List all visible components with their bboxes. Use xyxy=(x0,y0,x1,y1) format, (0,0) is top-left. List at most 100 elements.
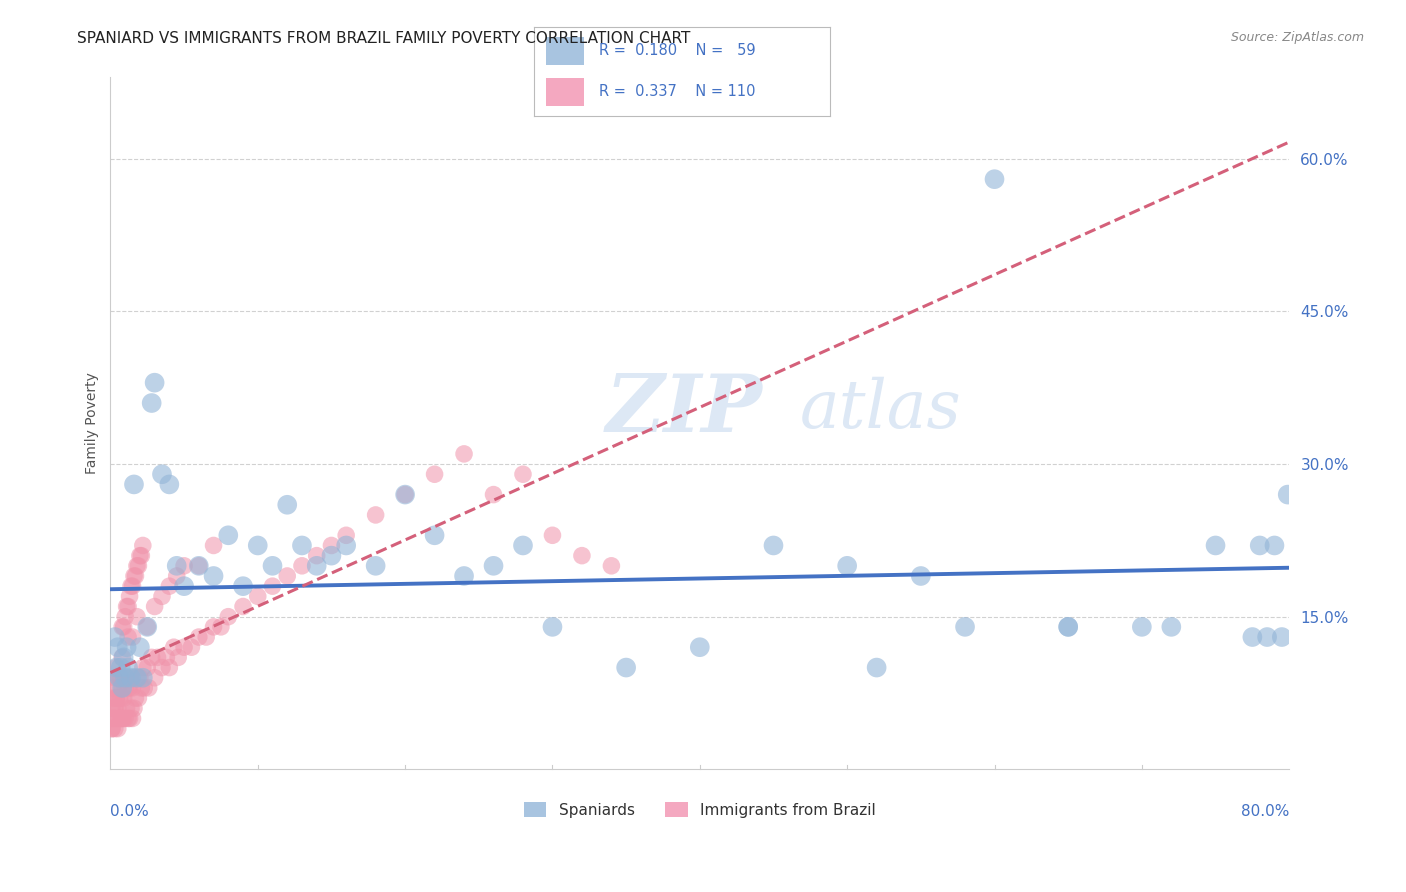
Point xyxy=(136,620,159,634)
Point xyxy=(1263,539,1285,553)
Point xyxy=(202,569,225,583)
Point xyxy=(394,487,416,501)
Point xyxy=(1130,620,1153,634)
Point xyxy=(195,630,218,644)
Point xyxy=(117,660,139,674)
Point xyxy=(112,711,135,725)
Point xyxy=(121,630,143,644)
Point xyxy=(321,549,343,563)
Point xyxy=(105,691,128,706)
Point xyxy=(108,671,131,685)
Legend: Spaniards, Immigrants from Brazil: Spaniards, Immigrants from Brazil xyxy=(517,796,882,824)
Point xyxy=(141,650,163,665)
Text: 0.0%: 0.0% xyxy=(111,804,149,819)
Point xyxy=(423,467,446,482)
Point xyxy=(112,650,135,665)
Point xyxy=(423,528,446,542)
Point xyxy=(110,660,132,674)
Point xyxy=(541,528,564,542)
Point xyxy=(118,711,141,725)
Point xyxy=(1277,487,1299,501)
Point xyxy=(128,671,150,685)
Point xyxy=(482,558,505,573)
Point xyxy=(117,630,139,644)
Point xyxy=(107,681,129,695)
Point xyxy=(125,609,148,624)
Point xyxy=(121,579,143,593)
Point xyxy=(110,671,132,685)
Point xyxy=(232,599,254,614)
Point xyxy=(155,650,177,665)
Point xyxy=(104,722,127,736)
Point xyxy=(217,609,239,624)
Point xyxy=(202,539,225,553)
Point xyxy=(335,539,357,553)
Text: 80.0%: 80.0% xyxy=(1241,804,1289,819)
Point xyxy=(101,722,124,736)
Point xyxy=(111,711,134,725)
Point xyxy=(108,711,131,725)
Point xyxy=(571,549,593,563)
Point xyxy=(166,569,188,583)
Point xyxy=(124,691,146,706)
Point xyxy=(104,630,127,644)
Point xyxy=(120,671,142,685)
Point xyxy=(614,660,637,674)
Point xyxy=(125,558,148,573)
Point xyxy=(124,569,146,583)
Point xyxy=(166,558,188,573)
Point xyxy=(364,558,387,573)
Point xyxy=(121,681,143,695)
Point xyxy=(143,599,166,614)
Point xyxy=(143,671,166,685)
Point xyxy=(157,477,180,491)
Point xyxy=(125,671,148,685)
Point xyxy=(120,579,142,593)
Point xyxy=(120,701,142,715)
Point xyxy=(131,681,153,695)
Point xyxy=(132,539,155,553)
Point xyxy=(125,671,148,685)
Point xyxy=(837,558,859,573)
Point xyxy=(482,487,505,501)
Point xyxy=(132,660,155,674)
Point xyxy=(111,650,134,665)
Point xyxy=(1205,539,1227,553)
Point xyxy=(107,701,129,715)
Point xyxy=(110,711,132,725)
Point xyxy=(101,722,124,736)
Point xyxy=(115,599,138,614)
Point xyxy=(180,640,202,655)
Point xyxy=(305,558,328,573)
Point xyxy=(291,539,314,553)
Point xyxy=(117,711,139,725)
Point xyxy=(865,660,887,674)
Point xyxy=(1241,630,1264,644)
Point xyxy=(138,681,160,695)
Point xyxy=(262,558,284,573)
Point xyxy=(115,671,138,685)
Point xyxy=(105,691,128,706)
Point xyxy=(107,722,129,736)
Point xyxy=(157,579,180,593)
Point xyxy=(114,671,136,685)
Point xyxy=(1256,630,1278,644)
Point xyxy=(107,640,129,655)
Point xyxy=(105,660,128,674)
Point xyxy=(111,681,134,695)
Text: R =  0.180    N =   59: R = 0.180 N = 59 xyxy=(599,44,756,58)
Point xyxy=(1160,620,1182,634)
Point xyxy=(136,620,159,634)
Point xyxy=(131,549,153,563)
Point xyxy=(105,711,128,725)
Point xyxy=(111,681,134,695)
Point xyxy=(103,691,125,706)
Point xyxy=(118,681,141,695)
Point xyxy=(187,558,209,573)
Point xyxy=(173,579,195,593)
Point xyxy=(321,539,343,553)
Point xyxy=(117,681,139,695)
Point xyxy=(187,630,209,644)
Point xyxy=(114,609,136,624)
Point xyxy=(276,498,298,512)
